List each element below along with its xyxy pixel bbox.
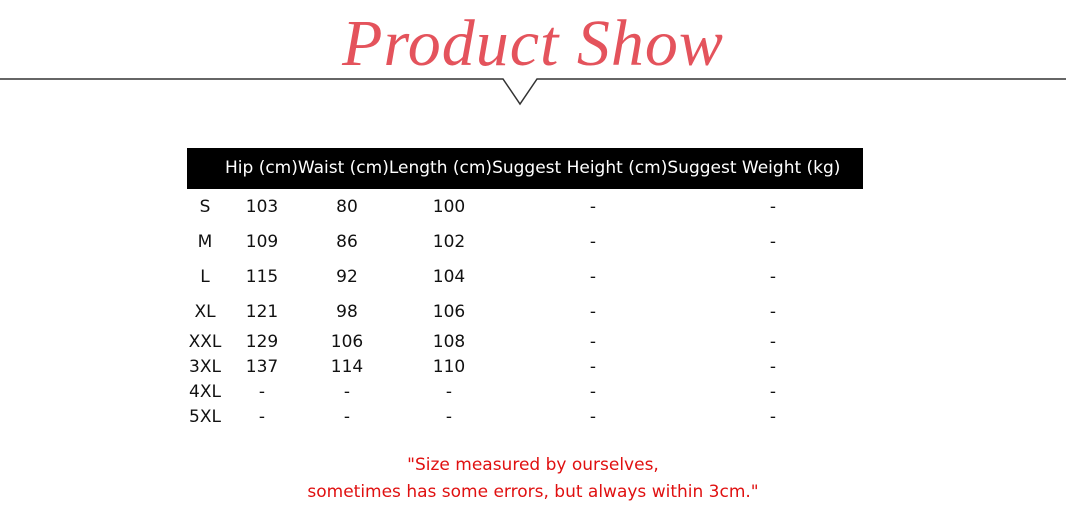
header-hip: Hip (cm) [225,158,298,178]
table-header: Hip (cm)Waist (cm)Length (cm)Suggest Hei… [187,148,863,189]
cell-weight: - [769,407,777,427]
cell-length: 102 [432,232,466,252]
note-line-2: sometimes has some errors, but always wi… [307,482,759,502]
cell-hip: - [258,382,266,402]
cell-size: 3XL [189,357,221,377]
cell-waist: 92 [336,267,358,287]
cell-size: 5XL [189,407,221,427]
cell-hip: - [258,407,266,427]
cell-length: 106 [432,302,466,322]
cell-hip: 121 [245,302,279,322]
cell-height: - [589,407,597,427]
cell-waist: 106 [330,332,364,352]
cell-length: 110 [432,357,466,377]
cell-waist: 86 [336,232,358,252]
cell-hip: 129 [245,332,279,352]
cell-weight: - [769,382,777,402]
header-height: Suggest Height (cm) [492,158,668,178]
cell-size: XL [194,302,216,322]
cell-hip: 115 [245,267,279,287]
cell-height: - [589,267,597,287]
cell-size: XXL [188,332,222,352]
cell-size: S [199,197,211,217]
cell-height: - [589,382,597,402]
cell-weight: - [769,357,777,377]
cell-size: L [200,267,210,287]
cell-height: - [589,232,597,252]
cell-weight: - [769,302,777,322]
cell-length: 108 [432,332,466,352]
header-length: Length (cm) [388,158,493,178]
page-title: Product Show [342,7,724,80]
cell-size: M [197,232,213,252]
cell-hip: 109 [245,232,279,252]
note-line-1: "Size measured by ourselves, [407,455,659,475]
cell-height: - [589,302,597,322]
cell-waist: 80 [336,197,358,217]
cell-weight: - [769,332,777,352]
cell-waist: 114 [330,357,364,377]
cell-weight: - [769,197,777,217]
cell-height: - [589,357,597,377]
cell-weight: - [769,267,777,287]
cell-height: - [589,197,597,217]
cell-hip: 103 [245,197,279,217]
title-divider [0,78,1066,106]
header-weight: Suggest Weight (kg) [667,158,841,178]
cell-weight: - [769,232,777,252]
cell-waist: - [343,382,351,402]
cell-length: - [445,382,453,402]
cell-waist: 98 [336,302,358,322]
header-waist: Waist (cm) [297,158,389,178]
cell-hip: 137 [245,357,279,377]
cell-size: 4XL [189,382,221,402]
cell-length: 100 [432,197,466,217]
cell-waist: - [343,407,351,427]
cell-height: - [589,332,597,352]
cell-length: 104 [432,267,466,287]
cell-length: - [445,407,453,427]
